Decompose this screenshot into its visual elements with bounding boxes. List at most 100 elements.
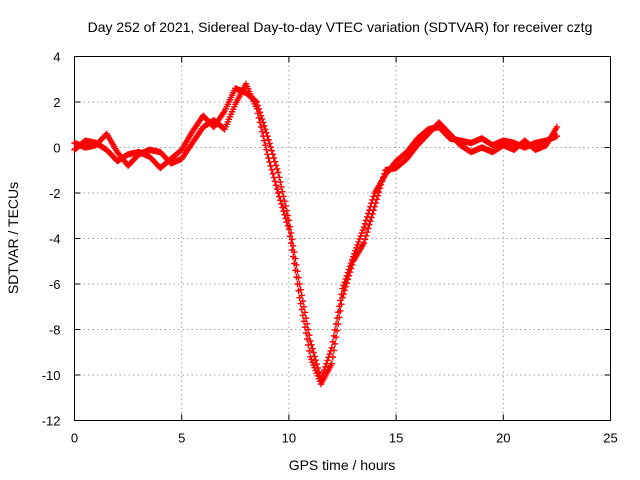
data-point	[265, 154, 272, 162]
data-point	[338, 301, 345, 308]
data-point	[287, 239, 295, 247]
data-point	[346, 268, 354, 276]
x-tick-label: 20	[496, 431, 510, 446]
x-tick-label: 10	[282, 431, 296, 446]
data-point	[357, 232, 364, 240]
data-point	[281, 211, 288, 219]
data-point	[270, 154, 278, 162]
data-point	[298, 306, 305, 313]
data-point	[291, 260, 298, 267]
data-point	[342, 283, 349, 290]
data-point	[356, 235, 363, 243]
data-point	[263, 146, 270, 153]
data-point	[256, 119, 264, 126]
data-point	[271, 178, 279, 185]
data-point	[378, 177, 386, 185]
data-point	[376, 185, 384, 192]
data-point	[362, 217, 370, 224]
data-point	[272, 162, 280, 169]
data-point	[306, 347, 313, 355]
data-point	[373, 196, 381, 203]
data-point	[329, 353, 337, 361]
data-point	[268, 166, 275, 173]
data-point	[262, 142, 269, 149]
data-point	[333, 327, 341, 334]
data-point	[295, 287, 302, 295]
data-point	[553, 132, 561, 140]
data-point	[265, 136, 272, 143]
data-point	[271, 158, 279, 165]
data-point	[355, 238, 362, 246]
y-axis: -12 -10 -8 -6 -4 -2 0 2 4	[42, 50, 611, 429]
series-cztg	[71, 85, 561, 383]
data-point	[340, 290, 347, 298]
data-point	[368, 214, 375, 221]
data-point	[307, 337, 314, 345]
data-point	[330, 347, 338, 354]
data-point	[283, 218, 290, 226]
data-point	[335, 320, 342, 328]
data-point	[266, 140, 273, 147]
data-point	[276, 193, 283, 200]
data-point	[366, 221, 373, 229]
data-point	[288, 246, 296, 254]
data-point	[268, 147, 275, 154]
data-point	[374, 192, 382, 199]
data-point	[361, 236, 369, 243]
y-tick-label: -6	[49, 277, 61, 292]
data-point	[269, 170, 277, 177]
data-point	[277, 178, 284, 186]
data-point	[297, 300, 304, 307]
data-point	[263, 129, 270, 136]
data-point	[284, 222, 292, 229]
data-point	[323, 360, 330, 367]
data-point	[258, 115, 266, 123]
y-tick-label: -2	[49, 186, 61, 201]
data-point	[345, 272, 353, 280]
data-point	[361, 220, 369, 227]
data-point	[303, 335, 311, 343]
data-point	[262, 126, 269, 133]
data-point	[273, 185, 281, 193]
data-point	[300, 318, 308, 325]
data-point	[258, 128, 266, 135]
data-point	[282, 202, 289, 210]
data-point	[287, 229, 295, 237]
grid	[74, 56, 611, 421]
data-point	[294, 280, 301, 288]
data-point	[278, 183, 285, 191]
data-point	[360, 223, 368, 231]
data-point	[280, 208, 287, 215]
series-cztg-2	[71, 80, 561, 388]
data-point	[277, 197, 284, 204]
data-point	[259, 132, 267, 140]
data-point	[362, 232, 370, 239]
data-point	[289, 253, 297, 260]
data-point	[375, 188, 383, 196]
data-point	[261, 122, 268, 130]
data-point	[281, 197, 288, 205]
data-point	[553, 123, 561, 131]
data-point	[301, 324, 309, 331]
data-point	[292, 267, 299, 274]
data-point	[322, 363, 329, 371]
data-point	[306, 331, 313, 339]
y-tick-label: 0	[53, 141, 60, 156]
y-tick-label: -8	[49, 323, 61, 338]
data-point	[257, 123, 265, 131]
y-tick-label: 4	[53, 50, 60, 65]
data-point	[332, 334, 340, 341]
data-point	[296, 294, 303, 301]
data-point	[348, 261, 356, 269]
data-point	[304, 326, 312, 333]
y-axis-label: SDTVAR / TECUs	[5, 182, 21, 294]
data-point	[344, 276, 352, 283]
data-point	[377, 181, 385, 189]
data-point	[336, 314, 343, 321]
data-point	[278, 200, 285, 208]
data-point	[341, 287, 348, 294]
data-point	[302, 329, 310, 337]
data-point	[270, 174, 278, 181]
data-point	[326, 350, 333, 358]
data-point	[267, 162, 274, 170]
